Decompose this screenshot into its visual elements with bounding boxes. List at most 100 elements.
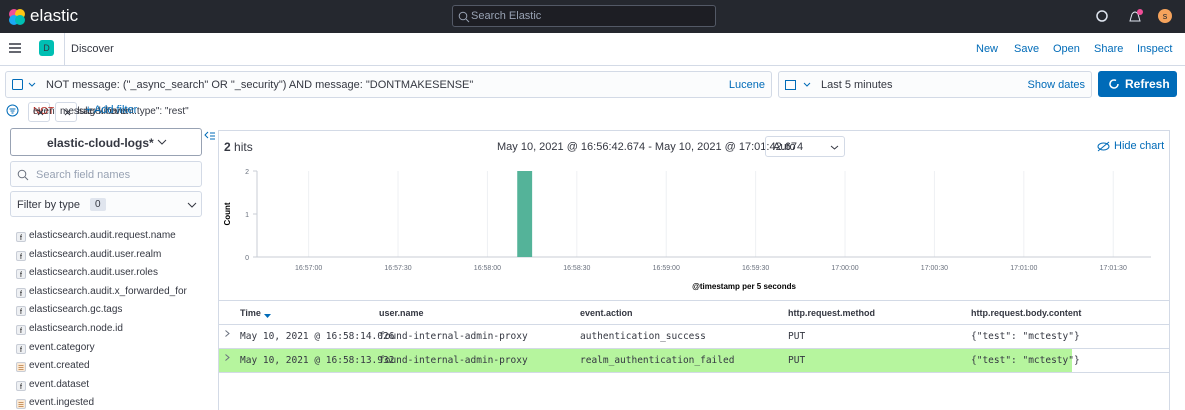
- hide-chart[interactable]: Hide chart: [1114, 140, 1165, 152]
- chevron: [187, 202, 197, 208]
- search-icon: [458, 11, 470, 23]
- top-bar: elastic Search Elastic s: [0, 0, 1185, 33]
- x-tick-label: 17:00:00: [831, 265, 858, 272]
- chevron: [225, 330, 230, 337]
- nav-action[interactable]: New: [976, 43, 999, 55]
- interval: Auto: [773, 141, 796, 153]
- cell: {"test": "mctesty"}: [971, 355, 1080, 366]
- nav-action[interactable]: Inspect: [1137, 43, 1173, 55]
- field-name[interactable]: elasticsearch.gc.tags: [29, 304, 123, 316]
- filter-remove[interactable]: [37, 109, 44, 116]
- calendar: [18, 402, 24, 408]
- cell: realm_authentication_failed: [580, 355, 735, 366]
- x-tick-label: 16:58:30: [563, 265, 590, 272]
- icon-box: [16, 380, 26, 391]
- field-name[interactable]: elasticsearch.audit.user.realm: [29, 248, 162, 260]
- app-title: Discover: [71, 43, 114, 55]
- field-name[interactable]: event.dataset: [29, 378, 90, 390]
- icon-box: [16, 306, 26, 317]
- filter-pill[interactable]: message: "event.type": "rest": [55, 102, 189, 122]
- sort-icon: [264, 314, 271, 318]
- filter-text: message: "event.type": "rest": [60, 106, 189, 117]
- logo: elastic: [30, 6, 79, 25]
- x-tick-label: 17:01:30: [1100, 265, 1127, 272]
- field-name[interactable]: event.created: [29, 360, 90, 372]
- refresh-icon: [1109, 79, 1119, 89]
- field-type-icon: f: [16, 380, 26, 391]
- histogram: 0 1 2 16:57:00 16:57:30 16:58:00 16:58:30 16:59…: [223, 169, 1151, 291]
- field-name[interactable]: event.category: [29, 341, 95, 353]
- field-type-icon: f: [16, 325, 26, 335]
- column-header[interactable]: http.request.method: [788, 308, 875, 318]
- field-name[interactable]: elasticsearch.audit.request.name: [29, 230, 176, 241]
- type-filter-label: Filter by type: [17, 199, 80, 211]
- field-search[interactable]: Search field names: [10, 161, 202, 187]
- hits-count: 2: [224, 140, 231, 154]
- table-border: [219, 324, 1169, 325]
- chevron: [830, 145, 839, 150]
- cell: PUT: [788, 355, 806, 366]
- icon-letter: f: [20, 254, 22, 261]
- cell: PUT: [788, 331, 806, 342]
- cell: found-internal-admin-proxy: [379, 331, 528, 342]
- filter-remove[interactable]: [64, 109, 71, 116]
- icon-box: [16, 362, 26, 373]
- show-dates[interactable]: Show dates: [1027, 79, 1085, 91]
- row-border: [219, 372, 1169, 373]
- expand-toggle[interactable]: [225, 354, 230, 361]
- chevron: [157, 139, 167, 145]
- column-header[interactable]: http.request.body.content: [971, 308, 1082, 318]
- logo-icon: [9, 9, 25, 25]
- global-search[interactable]: Search Elastic: [452, 5, 716, 27]
- x-tick-label: 16:59:00: [653, 265, 680, 272]
- refresh-button[interactable]: Refresh: [1098, 71, 1177, 97]
- query-input[interactable]: NOT message: ("_async_search" OR "_secur…: [5, 71, 772, 98]
- collapse-icon[interactable]: [204, 131, 216, 141]
- interval-select[interactable]: Auto: [765, 136, 845, 157]
- column-header[interactable]: event.action: [580, 308, 633, 318]
- column-header[interactable]: Time: [240, 308, 261, 318]
- bar: [517, 171, 533, 257]
- expand-toggle[interactable]: [225, 330, 230, 337]
- top-icons: s: [1096, 9, 1172, 23]
- date-picker[interactable]: Last 5 minutes Show dates: [778, 71, 1092, 98]
- icon-letter: f: [20, 328, 22, 335]
- add-filter[interactable]: + Add filter: [85, 104, 138, 116]
- results-panel: 2 hits May 10, 2021 @ 16:56:42.674 - May…: [218, 130, 1170, 410]
- query-text: NOT message: ("_async_search" OR "_secur…: [46, 79, 474, 91]
- column-header[interactable]: user.name: [379, 308, 424, 318]
- cell: authentication_success: [580, 331, 706, 342]
- query-language[interactable]: Lucene: [728, 79, 765, 91]
- field-type-icon: f: [16, 232, 26, 242]
- field-type-icon: [16, 362, 26, 373]
- icon-letter: f: [20, 384, 22, 391]
- nav-action[interactable]: Open: [1053, 43, 1080, 55]
- eye-icon: [1097, 141, 1110, 152]
- menu-icon[interactable]: [9, 43, 21, 53]
- avatar[interactable]: [1158, 9, 1172, 23]
- filter-negation: NOT: [33, 106, 55, 117]
- nav-action[interactable]: Save: [1014, 43, 1040, 55]
- field-type-icon: f: [16, 269, 26, 280]
- field-name[interactable]: elasticsearch.audit.x_forwarded_for: [29, 285, 187, 297]
- field-type-icon: [16, 399, 26, 410]
- row-border: [219, 348, 1169, 349]
- x-axis-label: @timestamp per 5 seconds: [692, 282, 796, 291]
- filter-pill[interactable]: NOT event.module: kibana: [28, 102, 128, 122]
- field-name[interactable]: elasticsearch.audit.user.roles: [29, 267, 158, 279]
- divider: [64, 33, 65, 65]
- index-pattern[interactable]: elastic-cloud-logs*: [10, 128, 202, 156]
- saved-query-icon[interactable]: [12, 79, 38, 91]
- nav-action[interactable]: Share: [1094, 43, 1124, 55]
- icon-letter: f: [20, 235, 22, 242]
- type-filter[interactable]: Filter by type 0: [10, 191, 202, 217]
- filter-icon[interactable]: [6, 104, 19, 117]
- arrow: [264, 314, 271, 318]
- calendar-icon[interactable]: [785, 79, 813, 91]
- table-border: [219, 300, 1169, 301]
- help-icon[interactable]: [1096, 10, 1108, 22]
- field-name[interactable]: elasticsearch.node.id: [29, 323, 123, 334]
- field-name[interactable]: event.ingested: [29, 397, 95, 409]
- search-icon: [17, 169, 29, 181]
- x-tick-label: 16:59:30: [742, 265, 769, 272]
